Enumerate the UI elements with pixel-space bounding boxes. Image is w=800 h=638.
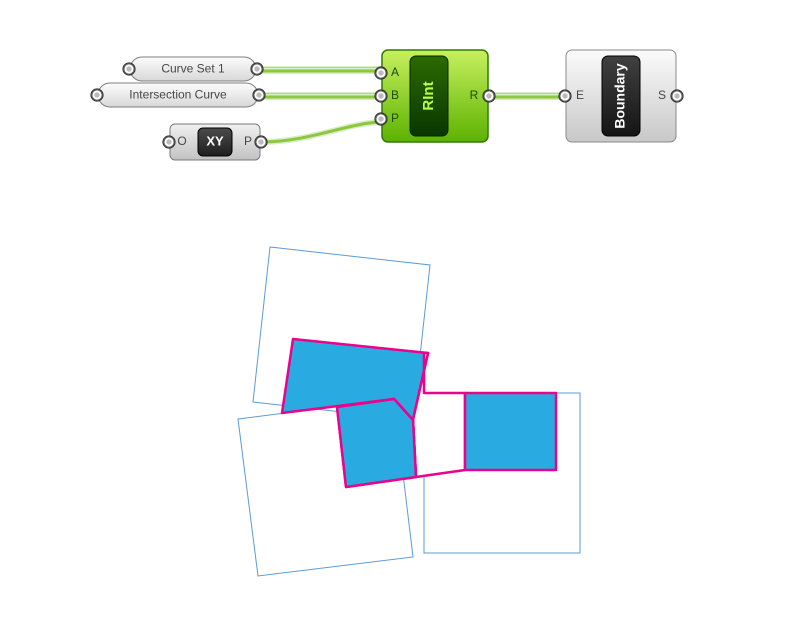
rint-label: RInt [420, 81, 437, 110]
boundary-port-E: E [576, 88, 584, 102]
xy-label: XY [206, 133, 224, 148]
boundary-label: Boundary [612, 63, 628, 129]
canvas[interactable]: Curve Set 1Intersection CurveXYOPABPRRIn… [0, 0, 800, 638]
xy-port-P: P [244, 134, 252, 148]
rint-port-B: B [391, 88, 399, 102]
intersection-curve-label: Intersection Curve [129, 88, 227, 102]
rint-port-A: A [391, 65, 399, 79]
rint-port-P: P [391, 111, 399, 125]
xy-port-O: O [177, 134, 186, 148]
intersection-region-4 [337, 399, 416, 487]
intersection-region-2 [465, 393, 556, 470]
boundary-port-S: S [658, 88, 666, 102]
curve-set-1-label: Curve Set 1 [161, 62, 225, 76]
rint-port-R: R [470, 88, 479, 102]
geometry-viewport [238, 247, 580, 576]
